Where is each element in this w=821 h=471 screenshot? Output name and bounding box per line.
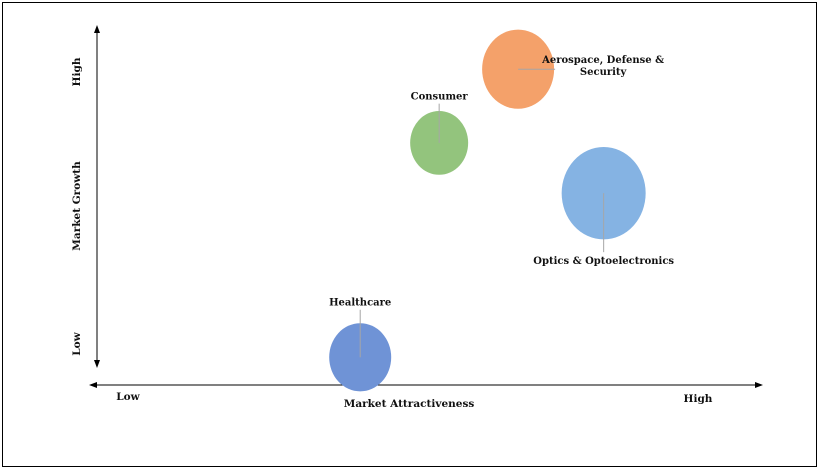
- y-tick-high-label: High: [71, 57, 83, 86]
- x-tick-low-label: Low: [116, 391, 140, 403]
- data-label-line: Aerospace, Defense &: [541, 55, 664, 66]
- data-label-line: Optics & Optoelectronics: [533, 256, 674, 267]
- data-label: Optics & Optoelectronics: [533, 256, 674, 267]
- bubble-layer: Aerospace, Defense & Security Consumer Opti…: [329, 29, 674, 392]
- data-label-line: Security: [580, 67, 628, 78]
- x-axis-title: Market Attractiveness: [344, 398, 475, 410]
- data-label: Consumer: [411, 92, 469, 103]
- data-label-line: Healthcare: [329, 298, 391, 309]
- data-label-line: Consumer: [411, 92, 469, 103]
- data-label: Aerospace, Defense & Security: [541, 55, 664, 78]
- x-tick-high-label: High: [684, 393, 713, 405]
- y-tick-low-label: Low: [71, 331, 83, 355]
- y-axis-title: Market Growth: [71, 161, 83, 251]
- data-label: Healthcare: [329, 298, 391, 309]
